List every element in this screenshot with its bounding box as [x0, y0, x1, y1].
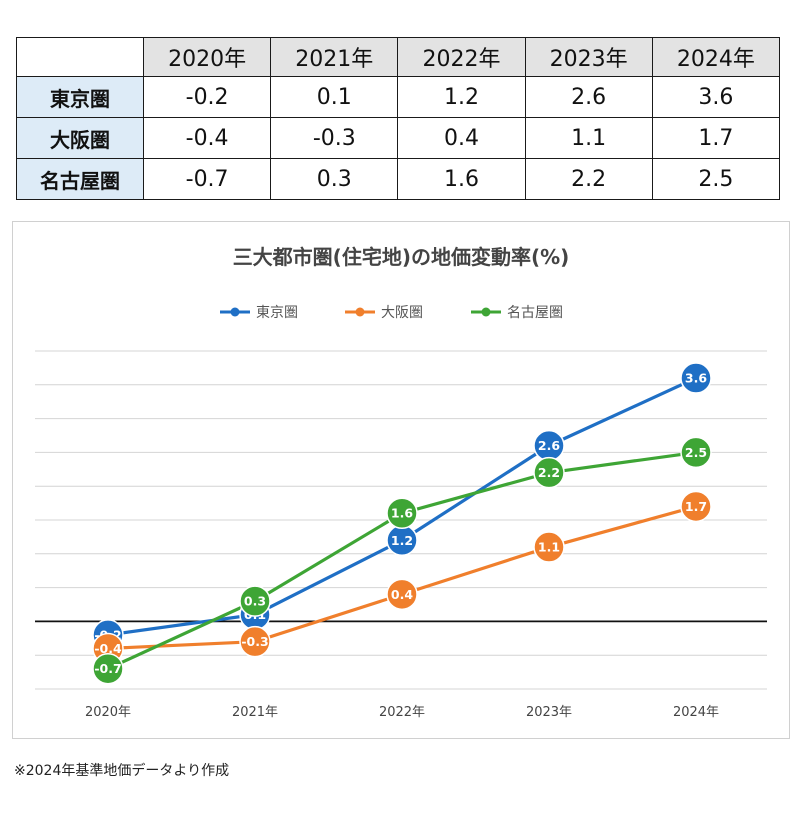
year-header: 2024年: [651, 37, 781, 77]
data-point: [533, 531, 565, 563]
x-tick-label: 2020年: [85, 705, 131, 720]
region-label: 名古屋圏: [16, 158, 144, 200]
legend-label: 大阪圏: [381, 305, 423, 321]
table-cell: 2.6: [524, 76, 653, 118]
x-axis-ticks: 2020年 2021年 2022年 2023年 2024年: [85, 705, 719, 720]
data-point: [680, 436, 712, 469]
legend: 東京圏 大阪圏 名古屋圏: [220, 305, 563, 321]
data-label: 1.6: [391, 506, 413, 521]
x-tick-label: 2021年: [232, 705, 278, 720]
year-header: 2022年: [397, 37, 526, 77]
table-cell: -0.7: [142, 158, 272, 200]
data-label: -0.4: [94, 641, 122, 656]
data-label: 0.3: [244, 594, 266, 609]
table-row: 大阪圏 -0.4 -0.3 0.4 1.1 1.7: [16, 117, 781, 159]
data-point: [533, 456, 565, 489]
data-label: 2.2: [538, 465, 560, 480]
table-cell: -0.3: [270, 117, 399, 159]
table-cell: -0.4: [142, 117, 272, 159]
legend-label: 東京圏: [256, 305, 298, 321]
legend-marker: [481, 307, 491, 317]
table-header-row: 2020年 2021年 2022年 2023年 2024年: [16, 37, 781, 77]
x-tick-label: 2022年: [379, 705, 425, 720]
table-cell: 1.1: [524, 117, 653, 159]
year-header: 2023年: [524, 37, 653, 77]
legend-label: 名古屋圏: [507, 305, 563, 321]
series-line: [107, 450, 697, 671]
data-label: 3.6: [685, 371, 707, 386]
table-cell: 0.1: [270, 76, 399, 118]
year-header: 2021年: [270, 37, 399, 77]
table-cell: 0.4: [397, 117, 526, 159]
table-cell: -0.2: [142, 76, 272, 118]
table-cell: 1.7: [651, 117, 781, 159]
x-tick-label: 2024年: [673, 705, 719, 720]
table-cell: 2.5: [651, 158, 781, 200]
year-header: 2020年: [142, 37, 272, 77]
data-table: 2020年 2021年 2022年 2023年 2024年 東京圏 -0.2 0…: [16, 37, 781, 200]
data-label: -0.7: [94, 661, 121, 676]
data-point: [239, 585, 271, 617]
data-label: 1.2: [391, 533, 413, 548]
data-point: [92, 652, 124, 685]
region-label: 大阪圏: [16, 117, 144, 159]
table-row: 名古屋圏 -0.7 0.3 1.6 2.2 2.5: [16, 158, 781, 200]
data-label: 2.5: [685, 445, 707, 460]
table-corner-cell: [16, 37, 144, 77]
table-cell: 2.2: [524, 158, 653, 200]
data-point: [386, 497, 418, 529]
series-markers: -0.20.11.22.63.6-0.4-0.30.41.11.7-0.70.3…: [92, 362, 712, 685]
data-label: 1.1: [538, 540, 560, 555]
legend-marker: [355, 307, 365, 317]
table-cell: 3.6: [651, 76, 781, 118]
chart-title: 三大都市圏(住宅地)の地価変動率(%): [233, 245, 570, 269]
legend-marker: [230, 307, 240, 317]
data-label: 0.4: [391, 587, 413, 602]
data-label: 1.7: [685, 499, 707, 514]
data-point: [680, 362, 712, 394]
data-point: [386, 578, 418, 611]
table-cell: 1.6: [397, 158, 526, 200]
table-cell: 1.2: [397, 76, 526, 118]
x-tick-label: 2023年: [526, 705, 572, 720]
data-point: [680, 490, 712, 523]
table-row: 東京圏 -0.2 0.1 1.2 2.6 3.6: [16, 76, 781, 118]
table-cell: 0.3: [270, 158, 399, 200]
data-label: -0.3: [241, 634, 268, 649]
data-label: 2.6: [538, 438, 560, 453]
region-label: 東京圏: [16, 76, 144, 118]
footnote: ※2024年基準地価データより作成: [14, 763, 230, 779]
data-point: [239, 625, 271, 658]
